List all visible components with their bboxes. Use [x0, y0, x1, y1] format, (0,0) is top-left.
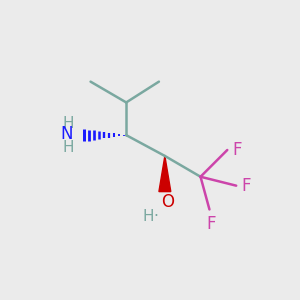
- Text: ·: ·: [154, 209, 158, 224]
- Text: N: N: [60, 125, 73, 143]
- Text: H: H: [62, 140, 74, 155]
- Text: H: H: [143, 209, 154, 224]
- Text: F: F: [232, 141, 242, 159]
- Polygon shape: [159, 156, 171, 192]
- Text: F: F: [242, 177, 251, 195]
- Text: F: F: [206, 215, 216, 233]
- Text: H: H: [62, 116, 74, 131]
- Text: O: O: [161, 193, 174, 211]
